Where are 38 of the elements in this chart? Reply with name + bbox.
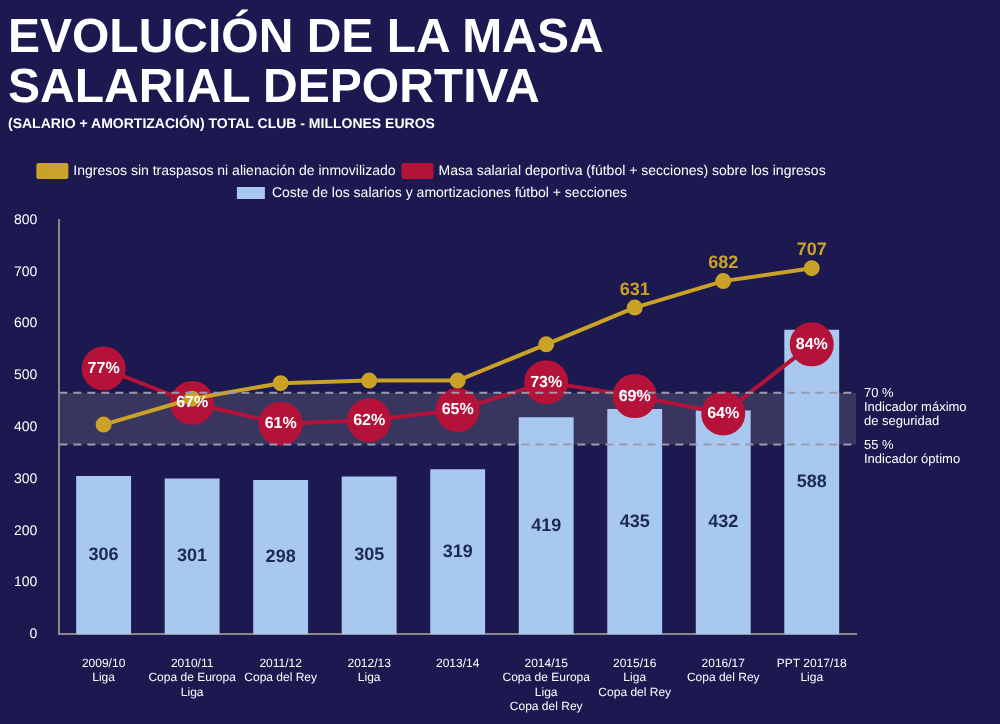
bar: [164, 478, 220, 635]
data-label: 77%: [87, 358, 120, 377]
data-label: 707: [796, 239, 827, 260]
data-label: 432: [708, 511, 739, 532]
point: [715, 273, 732, 290]
point: [803, 260, 820, 277]
point: [538, 336, 555, 353]
bar: [341, 476, 397, 635]
data-label: 65%: [441, 400, 474, 419]
data-label: 588: [796, 471, 827, 492]
bar: [430, 469, 486, 635]
bar: [695, 410, 751, 635]
data-label: 73%: [530, 372, 563, 391]
bar: [518, 417, 574, 635]
point: [272, 375, 289, 392]
data-label: 84%: [795, 334, 828, 353]
bar: [76, 475, 132, 635]
data-label: 306: [88, 544, 119, 565]
data-label: 298: [265, 546, 296, 567]
data-label: 301: [177, 545, 208, 566]
bar: [253, 480, 309, 635]
data-label: 319: [442, 540, 473, 561]
point: [95, 416, 112, 433]
data-label: 62%: [353, 410, 386, 429]
data-label: 67%: [176, 393, 209, 412]
data-label: 682: [708, 252, 739, 273]
point: [361, 372, 378, 389]
chart-title: EVOLUCIÓN DE LA MASA SALARIAL DEPORTIVA: [8, 10, 606, 114]
data-label: 419: [531, 514, 562, 535]
data-label: 631: [619, 278, 650, 299]
point: [449, 372, 466, 389]
point: [626, 299, 643, 316]
data-label: 435: [619, 510, 650, 531]
data-label: 69%: [618, 386, 651, 405]
data-label: 305: [354, 544, 385, 565]
data-label: 61%: [264, 414, 297, 433]
data-label: 64%: [707, 403, 740, 422]
bar: [607, 409, 663, 635]
